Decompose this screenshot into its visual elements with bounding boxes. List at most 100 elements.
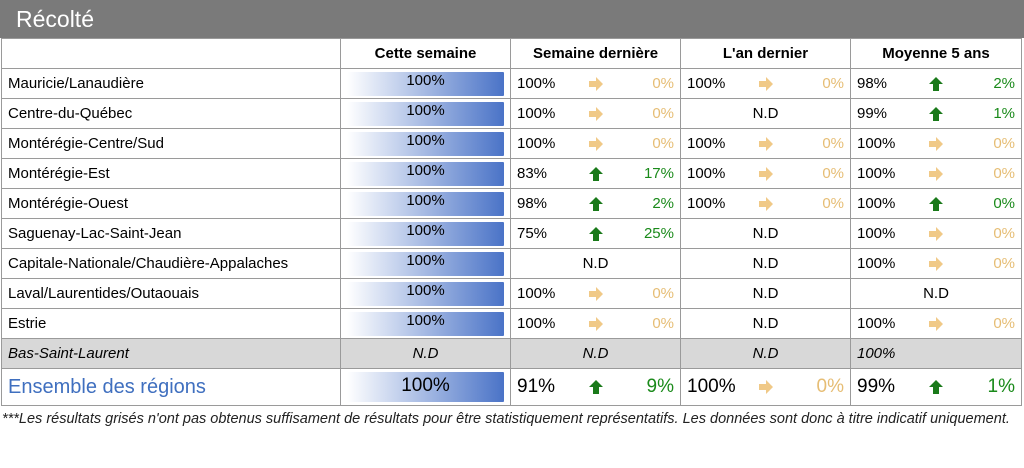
arrow-up	[588, 226, 603, 241]
compare-cell: N.D	[680, 278, 851, 309]
region-name: Centre-du-Québec	[1, 98, 341, 129]
percent-bar: 100%	[347, 251, 504, 276]
results-table: Cette semaine Semaine dernière L'an dernie…	[1, 38, 1022, 406]
value: 100%	[517, 105, 556, 122]
this-week: 100%	[340, 128, 511, 159]
footnote: ***Les résultats grisés n'ont pas obtenu…	[2, 411, 1010, 427]
value-pair: 100% 0%	[857, 135, 1015, 152]
value: 98%	[857, 75, 888, 92]
value: 98%	[517, 195, 548, 212]
value-pair: 100% 0%	[517, 285, 674, 302]
compare-cell: 75% 25%	[510, 218, 681, 249]
compare-cell: 100% 0%	[850, 218, 1022, 249]
change: 0%	[822, 165, 844, 182]
compare-cell: 100% 0%	[510, 308, 681, 339]
arrow-flat	[588, 106, 603, 121]
value-pair: 100% 0%	[857, 255, 1015, 272]
value: 100%	[857, 135, 896, 152]
value: 100%	[857, 195, 896, 212]
value-pair: 100% 0%	[687, 75, 844, 92]
change: 0%	[652, 105, 674, 122]
compare-cell: N.D	[680, 338, 851, 369]
compare-cell: N.D	[850, 278, 1022, 309]
percent-bar: 100%	[347, 311, 504, 336]
value-pair: 99% 1%	[857, 105, 1015, 122]
value: 91%	[517, 376, 556, 397]
arrow-flat	[758, 196, 773, 211]
arrow-up	[929, 380, 943, 394]
compare-cell: 100% 0%	[850, 128, 1022, 159]
value: 100%	[857, 315, 896, 332]
change: 0%	[993, 255, 1015, 272]
column-header: Cette semaine	[340, 38, 511, 69]
change: 1%	[987, 376, 1015, 397]
this-week: 100%	[340, 188, 511, 219]
region-name: Laval/Laurentides/Outaouais	[1, 278, 341, 309]
change: 2%	[652, 195, 674, 212]
region-name: Mauricie/Lanaudière	[1, 68, 341, 99]
value-pair: 91% 9%	[517, 376, 674, 398]
region-name: Capitale-Nationale/Chaudière-Appalaches	[1, 248, 341, 279]
value-pair: 100% 0%	[857, 165, 1015, 182]
value: 100%	[517, 285, 556, 302]
change: 0%	[822, 75, 844, 92]
arrow-up	[929, 196, 943, 211]
change: 0%	[993, 225, 1015, 242]
value: 100%	[517, 75, 556, 92]
table-row: Saguenay-Lac-Saint-Jean 100% 75% 25% N.D 100%…	[1, 218, 1022, 249]
this-week: 100%	[340, 368, 511, 406]
this-week: 100%	[340, 68, 511, 99]
arrow-flat	[929, 226, 943, 241]
value: 100%	[517, 135, 556, 152]
this-week: 100%	[340, 248, 511, 279]
arrow-flat	[588, 286, 603, 301]
arrow-flat	[929, 256, 943, 271]
change: 0%	[822, 195, 844, 212]
value-pair: 98% 2%	[517, 195, 674, 212]
compare-cell: 98% 2%	[850, 68, 1022, 99]
compare-cell: 98% 2%	[510, 188, 681, 219]
table-row: Capitale-Nationale/Chaudière-Appalaches 1…	[1, 248, 1022, 279]
change: 0%	[993, 135, 1015, 152]
this-week: N.D	[340, 338, 511, 369]
value: 83%	[517, 165, 548, 182]
value-pair: 100% 0%	[857, 315, 1015, 332]
compare-cell: 100% 0%	[680, 68, 851, 99]
column-header: Semaine dernière	[510, 38, 681, 69]
change: 0%	[652, 285, 674, 302]
compare-cell: 91% 9%	[510, 368, 681, 406]
header-row: Cette semaine Semaine dernière L'an dernie…	[1, 38, 1022, 69]
arrow-flat	[588, 316, 603, 331]
compare-cell: 100% 0%	[850, 308, 1022, 339]
compare-cell: 99% 1%	[850, 98, 1022, 129]
compare-cell: N.D	[510, 248, 681, 279]
value-pair: 99% 1%	[857, 376, 1015, 398]
value-pair: 100% 0%	[687, 165, 844, 182]
value-pair: 100% 0%	[517, 75, 674, 92]
header-cell	[1, 38, 341, 69]
region-name: Ensemble des régions	[1, 368, 341, 406]
value: 100%	[687, 376, 736, 397]
compare-cell: 100% 0%	[850, 248, 1022, 279]
value-pair: 100% 0%	[687, 135, 844, 152]
value-pair: 75% 25%	[517, 225, 674, 242]
value: 75%	[517, 225, 548, 242]
table-row: Estrie 100% 100% 0% N.D 100% 0%	[1, 308, 1022, 339]
table-row: Ensemble des régions 100% 91% 9% 100% 0% 99% 1%	[1, 368, 1022, 406]
change: 0%	[652, 315, 674, 332]
value: 100%	[687, 165, 726, 182]
arrow-up	[929, 106, 943, 121]
change: 9%	[646, 376, 674, 397]
change: 0%	[993, 315, 1015, 332]
table-row: Laval/Laurentides/Outaouais 100% 100% 0% N.D…	[1, 278, 1022, 309]
value: 100%	[857, 165, 896, 182]
compare-cell: 100% 0%	[510, 128, 681, 159]
value: 100%	[687, 135, 726, 152]
value: 100%	[857, 225, 896, 242]
table-row: Montérégie-Est 100% 83% 17% 100% 0% 100% 0%	[1, 158, 1022, 189]
value-pair: 100% 0%	[857, 225, 1015, 242]
region-name: Estrie	[1, 308, 341, 339]
arrow-flat	[929, 136, 943, 151]
value: 100%	[687, 195, 726, 212]
table-row: Montérégie-Centre/Sud 100% 100% 0% 100% 0% 100…	[1, 128, 1022, 159]
